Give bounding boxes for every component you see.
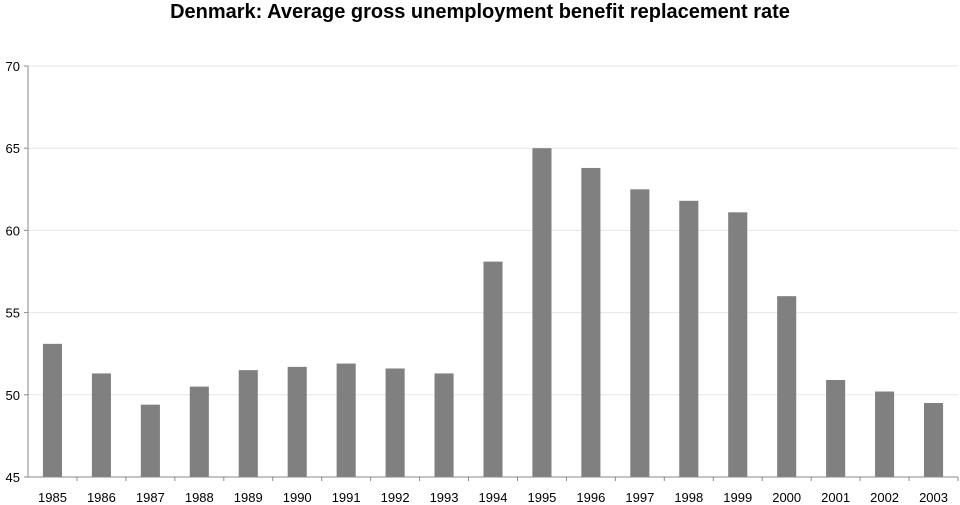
bar-1997 bbox=[630, 189, 650, 478]
bar-1986 bbox=[91, 373, 111, 477]
bar-2000 bbox=[777, 296, 797, 477]
y-tick-label-70: 70 bbox=[6, 59, 20, 74]
x-tick-label-2002: 2002 bbox=[870, 490, 899, 505]
bar-1998 bbox=[679, 200, 699, 478]
bar-1989 bbox=[238, 370, 258, 477]
tick-labels: 45 50 55 60 65 70 1985 1986 1987 1988 1989 1990 1991… bbox=[6, 59, 948, 505]
x-tick-label-1990: 1990 bbox=[283, 490, 312, 505]
bar-1992 bbox=[385, 368, 405, 477]
bar-1993 bbox=[434, 373, 454, 477]
bar-1987 bbox=[140, 404, 160, 477]
x-tick-label-1991: 1991 bbox=[332, 490, 361, 505]
y-tick-label-45: 45 bbox=[6, 470, 20, 485]
x-tick-label-1985: 1985 bbox=[38, 490, 67, 505]
axes bbox=[24, 65, 959, 481]
y-tick-label-60: 60 bbox=[6, 223, 20, 238]
x-tick-label-1988: 1988 bbox=[185, 490, 214, 505]
y-tick-label-55: 55 bbox=[6, 306, 20, 321]
bar-1996 bbox=[581, 167, 601, 478]
bar-1994 bbox=[483, 261, 503, 477]
x-tick-label-1987: 1987 bbox=[136, 490, 165, 505]
x-tick-label-1997: 1997 bbox=[625, 490, 654, 505]
x-tick-label-1992: 1992 bbox=[381, 490, 410, 505]
bar-1991 bbox=[336, 363, 356, 477]
y-tick-label-50: 50 bbox=[6, 388, 20, 403]
x-tick-label-1999: 1999 bbox=[723, 490, 752, 505]
bar-1985 bbox=[42, 343, 63, 477]
bar-2002 bbox=[875, 391, 895, 477]
x-tick-label-1998: 1998 bbox=[674, 490, 703, 505]
bars bbox=[42, 148, 944, 478]
bar-1988 bbox=[189, 386, 209, 477]
x-tick-label-2001: 2001 bbox=[821, 490, 850, 505]
bar-2003 bbox=[923, 403, 944, 477]
x-tick-label-2003: 2003 bbox=[919, 490, 948, 505]
x-tick-label-1993: 1993 bbox=[430, 490, 459, 505]
x-tick-label-1994: 1994 bbox=[479, 490, 508, 505]
x-tick-label-1996: 1996 bbox=[576, 490, 605, 505]
bar-1995 bbox=[532, 148, 552, 477]
x-tick-label-2000: 2000 bbox=[772, 490, 801, 505]
bar-1990 bbox=[287, 366, 307, 477]
chart-title: Denmark: Average gross unemployment bene… bbox=[170, 1, 790, 23]
bar-1999 bbox=[728, 212, 748, 478]
x-tick-label-1986: 1986 bbox=[87, 490, 116, 505]
x-tick-label-1989: 1989 bbox=[234, 490, 263, 505]
bar-2001 bbox=[826, 380, 846, 477]
y-tick-label-65: 65 bbox=[6, 141, 20, 156]
x-tick-label-1995: 1995 bbox=[527, 490, 556, 505]
